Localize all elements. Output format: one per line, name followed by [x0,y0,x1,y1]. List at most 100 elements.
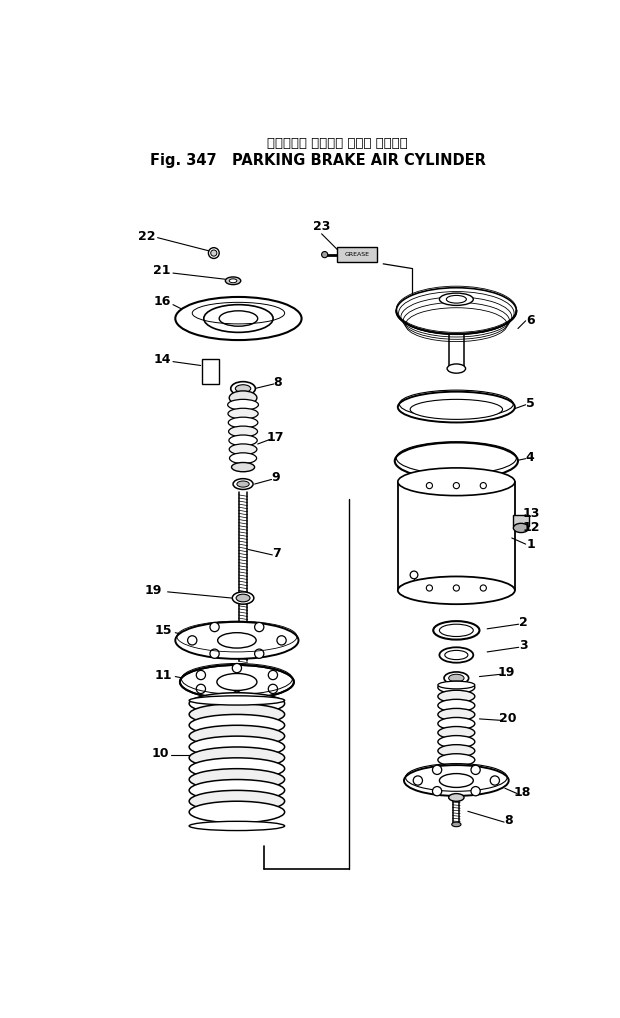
Ellipse shape [440,624,473,636]
Text: 11: 11 [155,669,172,681]
Ellipse shape [228,399,259,410]
Circle shape [210,622,219,631]
Ellipse shape [440,647,473,663]
Ellipse shape [449,794,464,801]
Text: 9: 9 [271,471,280,485]
Ellipse shape [189,736,285,757]
Ellipse shape [438,718,475,730]
Ellipse shape [446,295,466,303]
Circle shape [255,649,264,659]
Circle shape [453,483,459,489]
Bar [337,247,377,263]
Ellipse shape [447,364,466,374]
Ellipse shape [438,753,475,767]
Ellipse shape [438,690,475,702]
Ellipse shape [228,408,258,419]
Text: 22: 22 [138,230,156,242]
Ellipse shape [398,576,515,604]
Circle shape [197,671,205,680]
Text: 15: 15 [155,624,172,637]
Circle shape [427,483,433,489]
Ellipse shape [175,297,301,340]
Ellipse shape [404,766,508,796]
Text: 21: 21 [154,265,171,277]
Circle shape [471,787,480,796]
Circle shape [211,250,217,257]
Text: 18: 18 [513,786,531,798]
Text: 8: 8 [273,376,282,389]
Circle shape [480,585,486,591]
Text: 8: 8 [505,814,513,827]
Ellipse shape [189,696,285,705]
Ellipse shape [189,692,285,715]
Text: 23: 23 [313,220,330,232]
Circle shape [232,691,242,700]
Text: 4: 4 [526,451,534,463]
Text: Fig. 347   PARKING BRAKE AIR CYLINDER: Fig. 347 PARKING BRAKE AIR CYLINDER [150,153,485,168]
Ellipse shape [229,453,257,463]
Ellipse shape [189,769,285,790]
Circle shape [268,671,278,680]
Ellipse shape [204,304,273,332]
Ellipse shape [438,681,475,693]
Ellipse shape [189,780,285,801]
Ellipse shape [180,665,294,699]
Ellipse shape [438,768,475,775]
Ellipse shape [219,310,258,326]
Circle shape [471,766,480,775]
Ellipse shape [398,392,515,422]
Text: 19: 19 [145,583,162,597]
Ellipse shape [229,435,257,446]
Ellipse shape [395,443,518,479]
Circle shape [433,787,441,796]
Ellipse shape [229,427,257,437]
Text: 1: 1 [526,538,536,551]
Circle shape [232,664,242,673]
Circle shape [210,649,219,659]
Circle shape [410,571,418,579]
Ellipse shape [438,736,475,748]
Ellipse shape [440,774,473,788]
Circle shape [277,636,286,645]
Text: 20: 20 [499,713,516,726]
Ellipse shape [438,699,475,712]
Text: パーキング ブレーキ エアー シリンダ: パーキング ブレーキ エアー シリンダ [267,137,407,151]
Text: 6: 6 [526,315,534,328]
Ellipse shape [513,523,529,532]
Ellipse shape [433,621,479,639]
Ellipse shape [217,674,257,690]
Ellipse shape [445,651,468,660]
Text: GREASE: GREASE [345,252,370,258]
Ellipse shape [452,823,461,827]
Ellipse shape [444,672,469,684]
Ellipse shape [438,709,475,721]
Circle shape [453,585,459,591]
Circle shape [413,776,422,785]
Ellipse shape [218,632,256,648]
Ellipse shape [398,468,515,496]
Ellipse shape [233,478,253,490]
Ellipse shape [449,674,464,682]
Ellipse shape [438,744,475,757]
Ellipse shape [231,382,255,396]
Ellipse shape [440,293,473,305]
Ellipse shape [175,622,298,659]
Circle shape [322,251,328,258]
Ellipse shape [438,681,475,689]
Text: 16: 16 [154,295,171,308]
Circle shape [255,622,264,631]
Circle shape [268,684,278,693]
Ellipse shape [225,277,241,285]
Ellipse shape [396,288,516,334]
Text: 5: 5 [526,397,534,409]
Text: 3: 3 [519,639,528,653]
Bar [202,359,219,384]
Circle shape [208,247,219,259]
Text: 13: 13 [523,507,540,520]
Text: 17: 17 [267,432,284,445]
Ellipse shape [189,725,285,747]
Ellipse shape [438,727,475,739]
Text: 10: 10 [151,747,169,760]
Text: 12: 12 [522,521,540,534]
Ellipse shape [189,822,285,831]
